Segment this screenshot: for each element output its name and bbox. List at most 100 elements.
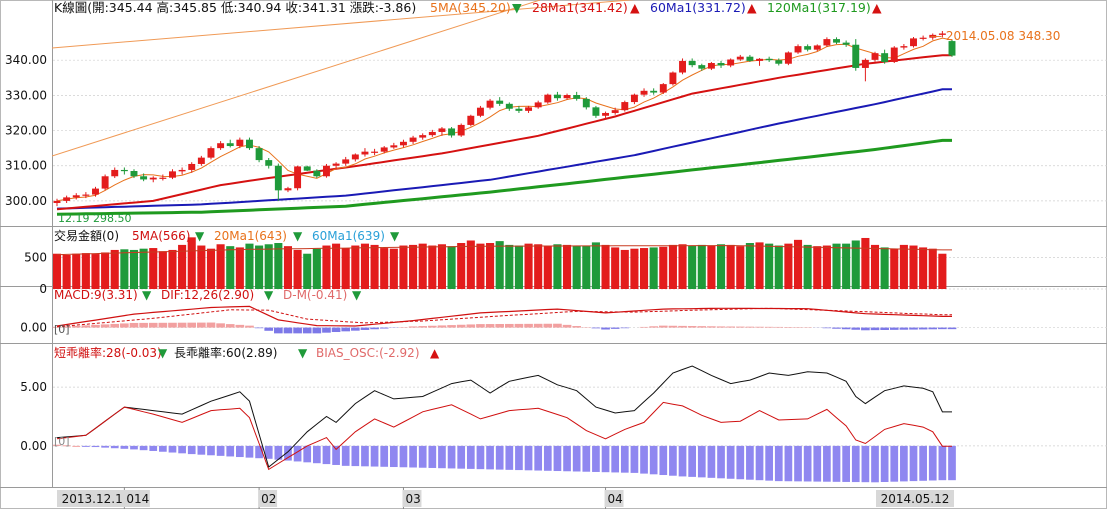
candle-body: [659, 84, 667, 93]
macd-osc-bar: [379, 327, 389, 329]
macd-osc-bar: [81, 325, 91, 328]
dm-label: D-M(-0.41): [283, 288, 347, 302]
macd-osc-bar: [668, 325, 678, 328]
volume-bar: [563, 244, 572, 289]
candle-body: [688, 60, 696, 66]
bias-osc-bar: [601, 445, 610, 473]
bias-osc-bar: [572, 445, 581, 472]
macd-osc-bar: [514, 323, 524, 328]
volume-bar: [919, 247, 928, 289]
x-end-date-box: [876, 490, 954, 507]
candle-body: [505, 103, 513, 109]
volume-bar: [668, 244, 677, 289]
candle-body: [217, 143, 225, 149]
macd-osc-bar: [822, 327, 832, 329]
volume-bar: [226, 246, 235, 289]
bias-osc-bar: [351, 445, 360, 467]
bias-osc-bar: [110, 445, 119, 449]
bias-osc-bar: [236, 445, 244, 458]
candle-body: [197, 157, 205, 164]
bias-osc-bar: [784, 445, 793, 482]
volume-bar: [534, 244, 543, 289]
macd-osc-bar: [168, 322, 177, 328]
price-tick-label: 340.00: [5, 53, 47, 67]
bias-osc-bar: [649, 445, 658, 475]
bias-osc-bar: [486, 445, 494, 470]
macd-osc-bar: [427, 325, 437, 328]
candle-body: [486, 100, 494, 108]
bias-osc-bar: [341, 445, 350, 466]
ma120-line: [56, 138, 952, 216]
candle-body: [188, 163, 196, 170]
macd-osc-bar: [485, 324, 495, 328]
bias-osc-bar: [697, 445, 706, 478]
macd-osc-bar: [302, 327, 312, 334]
dif-down-icon: ▼: [264, 288, 274, 302]
candle-body: [409, 137, 417, 142]
bias-osc-bar: [688, 445, 697, 477]
candle-body: [169, 171, 176, 178]
bias-osc-bar: [543, 445, 552, 471]
y-tick-labels: 300.00 310.00 320.00 330.00 340.00 0 500 0.00 0.…: [5, 53, 47, 453]
ma28-line: [56, 54, 952, 211]
candle-body: [861, 59, 869, 68]
volume-bar: [803, 244, 812, 289]
volume-bar: [755, 242, 764, 289]
candle-body: [919, 37, 927, 39]
macd-osc-bar: [697, 326, 707, 328]
candle-body: [140, 176, 148, 180]
volume-bar: [649, 247, 658, 289]
candle-body: [746, 56, 754, 61]
bias-osc-bar: [380, 445, 389, 467]
candle-body: [833, 39, 840, 43]
macd-zero-marker: [0]: [54, 323, 70, 336]
macd-osc-bar: [764, 326, 774, 328]
candle-body: [784, 52, 792, 64]
bias-osc-bar: [861, 445, 870, 483]
volume-bar: [235, 247, 244, 289]
bias-osc-bar: [678, 445, 687, 477]
macd-osc-bar: [562, 324, 572, 328]
bias-osc-bar: [582, 445, 591, 472]
bias-osc-bar: [832, 445, 841, 482]
macd-osc-bar: [601, 327, 610, 330]
volume-bar: [158, 251, 167, 289]
volume-bar: [822, 245, 831, 289]
volume-tick-label: 0: [39, 282, 47, 296]
candle-body: [881, 53, 889, 62]
volume-bar: [726, 244, 735, 289]
volume-bar: [611, 247, 620, 289]
macd-osc-bar: [726, 326, 735, 328]
bias-osc-bar: [264, 445, 273, 459]
macd-osc-bar: [918, 327, 928, 330]
price-tick-label: 310.00: [5, 159, 47, 173]
candle-body: [159, 177, 167, 179]
dif-line: [56, 305, 952, 327]
volume-bar: [572, 245, 581, 289]
price-panel: [52, 0, 956, 216]
volume-bar: [678, 244, 687, 289]
macd-osc-bar: [861, 327, 870, 331]
bias-tick-label: 0.00: [20, 439, 47, 453]
candle-body: [467, 115, 475, 125]
volume-bar: [197, 245, 206, 289]
candle-body: [553, 94, 561, 99]
candle-body: [53, 200, 61, 204]
candle-body: [775, 60, 783, 64]
macd-osc-bar: [909, 327, 918, 330]
kline-title: K線圖(開:345.44 高:345.85 低:340.94 收:341.31 …: [54, 0, 416, 15]
month-label: 02: [261, 492, 276, 506]
candle-body: [390, 145, 398, 148]
bias-osc-bar: [948, 445, 956, 481]
macd-osc-bar: [274, 327, 283, 334]
bias-osc-bar: [447, 445, 456, 469]
volume-bar: [399, 245, 408, 289]
macd-down-icon: ▼: [142, 288, 152, 302]
bias-osc-bar: [659, 445, 668, 476]
bias-long-label: 長乖離率:60(2.89): [174, 345, 277, 360]
volume-bar: [582, 245, 591, 289]
macd-osc-bar: [437, 325, 447, 328]
candle-body: [207, 148, 215, 158]
bias-osc-bar: [91, 445, 100, 448]
macd-osc-bar: [870, 327, 880, 331]
